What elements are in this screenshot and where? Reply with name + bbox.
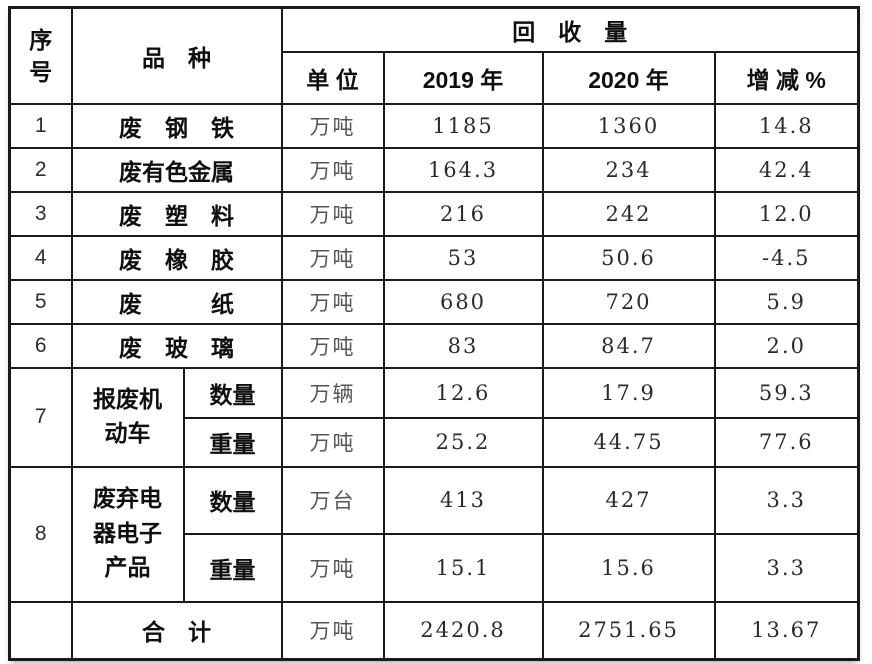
value-2020: 1360 <box>541 102 716 149</box>
unit-cell: 万吨 <box>280 322 385 369</box>
value-2020: 427 <box>541 465 716 535</box>
total-label: 合 计 <box>70 600 283 661</box>
row-number: 2 <box>8 146 73 193</box>
subrow-label: 数量 <box>182 366 283 419</box>
value-change: 3.3 <box>713 532 860 603</box>
value-change: 42.4 <box>713 146 860 193</box>
table-row: 5 废 纸 万吨 680 720 5.9 <box>8 278 860 325</box>
row-number: 6 <box>8 322 73 369</box>
value-2019: 2420.8 <box>382 600 544 661</box>
value-2020: 84.7 <box>541 322 716 369</box>
value-change: 59.3 <box>713 366 860 419</box>
table-row: 6 废 玻 璃 万吨 83 84.7 2.0 <box>8 322 860 369</box>
row-number: 7 <box>8 366 73 468</box>
subrow-label: 数量 <box>182 465 283 535</box>
value-change: 2.0 <box>713 322 860 369</box>
col-header-no-label: 序号 <box>29 26 53 85</box>
unit-cell: 万吨 <box>280 234 385 281</box>
variety-name: 废有色金属 <box>70 146 283 193</box>
col-header-change: 增 减 % <box>713 50 860 105</box>
value-2020: 234 <box>541 146 716 193</box>
value-change: 5.9 <box>713 278 860 325</box>
value-2020: 15.6 <box>541 532 716 603</box>
variety-name-text: 废弃电器电子产品 <box>93 485 162 582</box>
unit-cell: 万吨 <box>280 190 385 237</box>
value-2020: 44.75 <box>541 416 716 468</box>
value-2019: 83 <box>382 322 544 369</box>
value-2020: 242 <box>541 190 716 237</box>
value-change: 13.67 <box>713 600 860 661</box>
value-2019: 1185 <box>382 102 544 149</box>
variety-name: 废 玻 璃 <box>70 322 283 369</box>
subrow-label: 重量 <box>182 532 283 603</box>
variety-name: 废 塑 料 <box>70 190 283 237</box>
value-2019: 12.6 <box>382 366 544 419</box>
value-2020: 720 <box>541 278 716 325</box>
table-row: 4 废 橡 胶 万吨 53 50.6 -4.5 <box>8 234 860 281</box>
value-2019: 413 <box>382 465 544 535</box>
value-2020: 2751.65 <box>541 600 716 661</box>
total-empty-cell <box>8 600 73 661</box>
value-2020: 17.9 <box>541 366 716 419</box>
value-change: 77.6 <box>713 416 860 468</box>
value-2019: 216 <box>382 190 544 237</box>
unit-cell: 万台 <box>280 465 385 535</box>
variety-name: 废弃电器电子产品 <box>70 465 185 603</box>
value-2019: 680 <box>382 278 544 325</box>
value-change: 3.3 <box>713 465 860 535</box>
total-row: 合 计 万吨 2420.8 2751.65 13.67 <box>8 600 860 661</box>
recycling-table: 序号 品 种 回 收 量 单 位 2019 年 2020 年 增 减 % 1 废… <box>8 6 860 661</box>
table-row-group: 7 报废机动车 数量 万辆 12.6 17.9 59.3 <box>8 366 860 468</box>
col-header-no: 序号 <box>8 6 73 105</box>
col-header-variety: 品 种 <box>70 6 283 105</box>
variety-name: 废 纸 <box>70 278 283 325</box>
value-2019: 53 <box>382 234 544 281</box>
table-row-group: 8 废弃电器电子产品 数量 万台 413 427 3.3 <box>8 465 860 603</box>
value-2019: 164.3 <box>382 146 544 193</box>
table-row: 3 废 塑 料 万吨 216 242 12.0 <box>8 190 860 237</box>
unit-cell: 万吨 <box>280 102 385 149</box>
variety-name-text: 报废机动车 <box>93 385 162 448</box>
value-change: -4.5 <box>713 234 860 281</box>
row-number: 3 <box>8 190 73 237</box>
col-header-2020: 2020 年 <box>541 50 716 105</box>
unit-cell: 万吨 <box>280 146 385 193</box>
header-row-1: 序号 品 种 回 收 量 <box>8 6 860 105</box>
subrow-label: 重量 <box>182 416 283 468</box>
variety-name: 废 橡 胶 <box>70 234 283 281</box>
table-row: 2 废有色金属 万吨 164.3 234 42.4 <box>8 146 860 193</box>
table-row-group: 重量 万吨 15.1 15.6 3.3 <box>10 532 860 603</box>
table-row-group: 重量 万吨 25.2 44.75 77.6 <box>10 416 860 468</box>
value-2020: 50.6 <box>541 234 716 281</box>
col-header-recovery: 回 收 量 <box>280 6 860 53</box>
row-number: 4 <box>8 234 73 281</box>
col-header-unit: 单 位 <box>280 50 385 105</box>
value-change: 12.0 <box>713 190 860 237</box>
unit-cell: 万吨 <box>280 532 385 603</box>
variety-name: 报废机动车 <box>70 366 185 468</box>
unit-cell: 万辆 <box>280 366 385 419</box>
table-row: 1 废 钢 铁 万吨 1185 1360 14.8 <box>8 102 860 149</box>
col-header-2019: 2019 年 <box>382 50 544 105</box>
value-2019: 15.1 <box>382 532 544 603</box>
unit-cell: 万吨 <box>280 600 385 661</box>
unit-cell: 万吨 <box>280 416 385 468</box>
row-number: 8 <box>8 465 73 603</box>
row-number: 5 <box>8 278 73 325</box>
unit-cell: 万吨 <box>280 278 385 325</box>
variety-name: 废 钢 铁 <box>70 102 283 149</box>
header-row-2: 单 位 2019 年 2020 年 增 减 % <box>10 50 860 105</box>
value-2019: 25.2 <box>382 416 544 468</box>
value-change: 14.8 <box>713 102 860 149</box>
row-number: 1 <box>8 102 73 149</box>
